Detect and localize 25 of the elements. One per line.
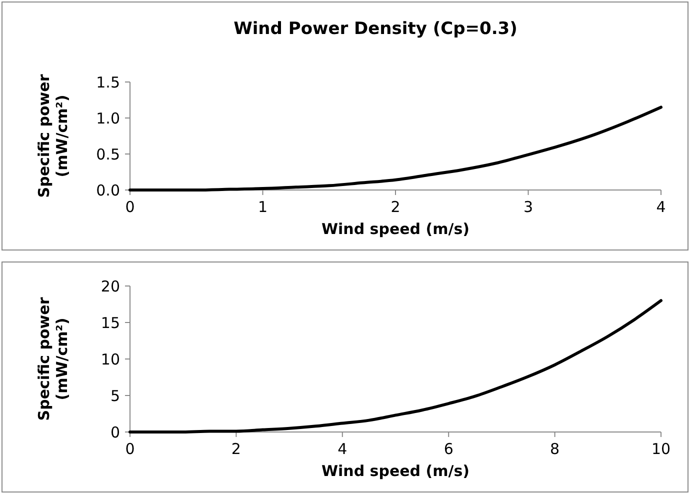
x-tick-label: 10 [651, 440, 671, 458]
x-tick-label: 8 [550, 440, 560, 458]
y-tick-label: 0.0 [96, 181, 120, 200]
chart-title: Wind Power Density (Cp=0.3) [234, 19, 518, 39]
x-axis-title: Wind speed (m/s) [321, 220, 470, 238]
x-tick-label: 1 [258, 198, 268, 216]
y-axis-title: Specific power (mW/cm²) [35, 296, 71, 421]
y-tick-label: 1.5 [96, 73, 120, 92]
x-tick-label: 2 [390, 198, 400, 216]
y-axis-title: Specific power (mW/cm²) [35, 74, 71, 198]
y-tick-label: 10 [100, 350, 120, 368]
y-tick-label: 15 [100, 314, 120, 332]
x-tick-label: 4 [656, 198, 666, 216]
x-tick-label: 6 [444, 440, 454, 458]
x-tick-label: 4 [338, 440, 348, 458]
x-tick-label: 0 [125, 198, 135, 216]
y-tick-label: 20 [100, 277, 120, 296]
x-axis-title: Wind speed (m/s) [321, 462, 470, 480]
x-tick-label: 3 [523, 198, 534, 216]
x-tick-label: 0 [125, 440, 135, 458]
y-tick-label: 0 [110, 423, 120, 442]
x-tick-label: 2 [231, 440, 241, 458]
y-tick-label: 1.0 [96, 109, 120, 128]
y-tick-label: 5 [110, 386, 120, 405]
y-tick-label: 0.5 [96, 145, 120, 164]
